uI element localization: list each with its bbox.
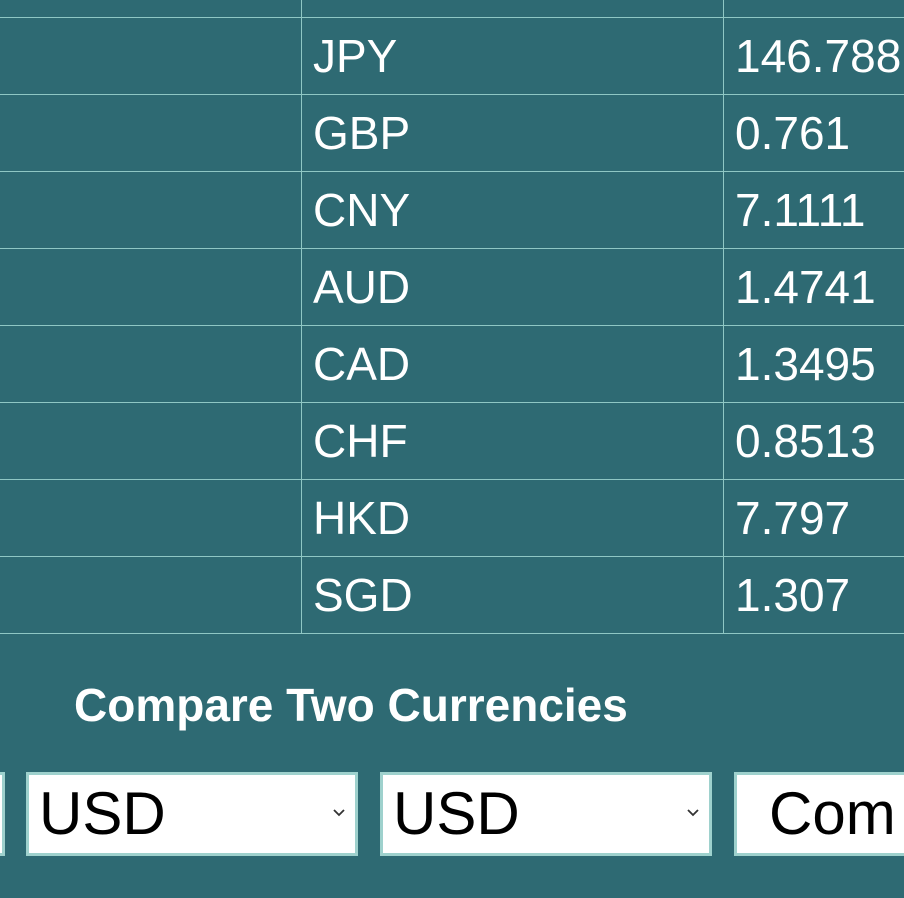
table-cell-blank (0, 94, 302, 172)
compare-button-label: Com (769, 780, 896, 847)
to-currency-value: USD (393, 780, 520, 847)
compare-section-title: Compare Two Currencies (74, 679, 628, 731)
rate-value-cell: 1.4741 (723, 248, 904, 326)
chevron-down-icon (333, 809, 345, 817)
compare-button[interactable]: Com (734, 772, 904, 856)
table-cell-blank (0, 402, 302, 480)
currency-code-cell (301, 0, 724, 18)
from-currency-select[interactable]: USD (26, 772, 358, 856)
rate-value-cell: 0.8513 (723, 402, 904, 480)
amount-input[interactable] (0, 772, 5, 856)
table-row: CNY 7.1111 (0, 171, 904, 249)
rate-value-cell: 1.307 (723, 556, 904, 634)
rate-value-cell: 1.3495 (723, 325, 904, 403)
table-row: CHF 0.8513 (0, 402, 904, 480)
table-cell-blank (0, 171, 302, 249)
currency-code-cell: CNY (301, 171, 724, 249)
rate-value-cell: 146.788 (723, 17, 904, 95)
exchange-rates-table: JPY 146.788 GBP 0.761 CNY 7.1111 AUD 1.4… (0, 0, 904, 634)
table-row: JPY 146.788 (0, 17, 904, 95)
table-row: CAD 1.3495 (0, 325, 904, 403)
chevron-down-icon (687, 809, 699, 817)
table-row: HKD 7.797 (0, 479, 904, 557)
table-cell-blank (0, 556, 302, 634)
table-cell-blank (0, 248, 302, 326)
from-currency-value: USD (39, 780, 166, 847)
currency-code-cell: HKD (301, 479, 724, 557)
rate-value-cell: 0.761 (723, 94, 904, 172)
table-cell-blank (0, 0, 302, 18)
currency-code-cell: JPY (301, 17, 724, 95)
currency-code-cell: AUD (301, 248, 724, 326)
rate-value-cell (723, 0, 904, 18)
currency-code-cell: GBP (301, 94, 724, 172)
rate-value-cell: 7.1111 (723, 171, 904, 249)
table-row (0, 0, 904, 18)
currency-code-cell: CAD (301, 325, 724, 403)
table-cell-blank (0, 479, 302, 557)
table-row: SGD 1.307 (0, 556, 904, 634)
table-row: AUD 1.4741 (0, 248, 904, 326)
currency-code-cell: SGD (301, 556, 724, 634)
table-cell-blank (0, 17, 302, 95)
currency-code-cell: CHF (301, 402, 724, 480)
table-row: GBP 0.761 (0, 94, 904, 172)
rate-value-cell: 7.797 (723, 479, 904, 557)
table-cell-blank (0, 325, 302, 403)
to-currency-select[interactable]: USD (380, 772, 712, 856)
